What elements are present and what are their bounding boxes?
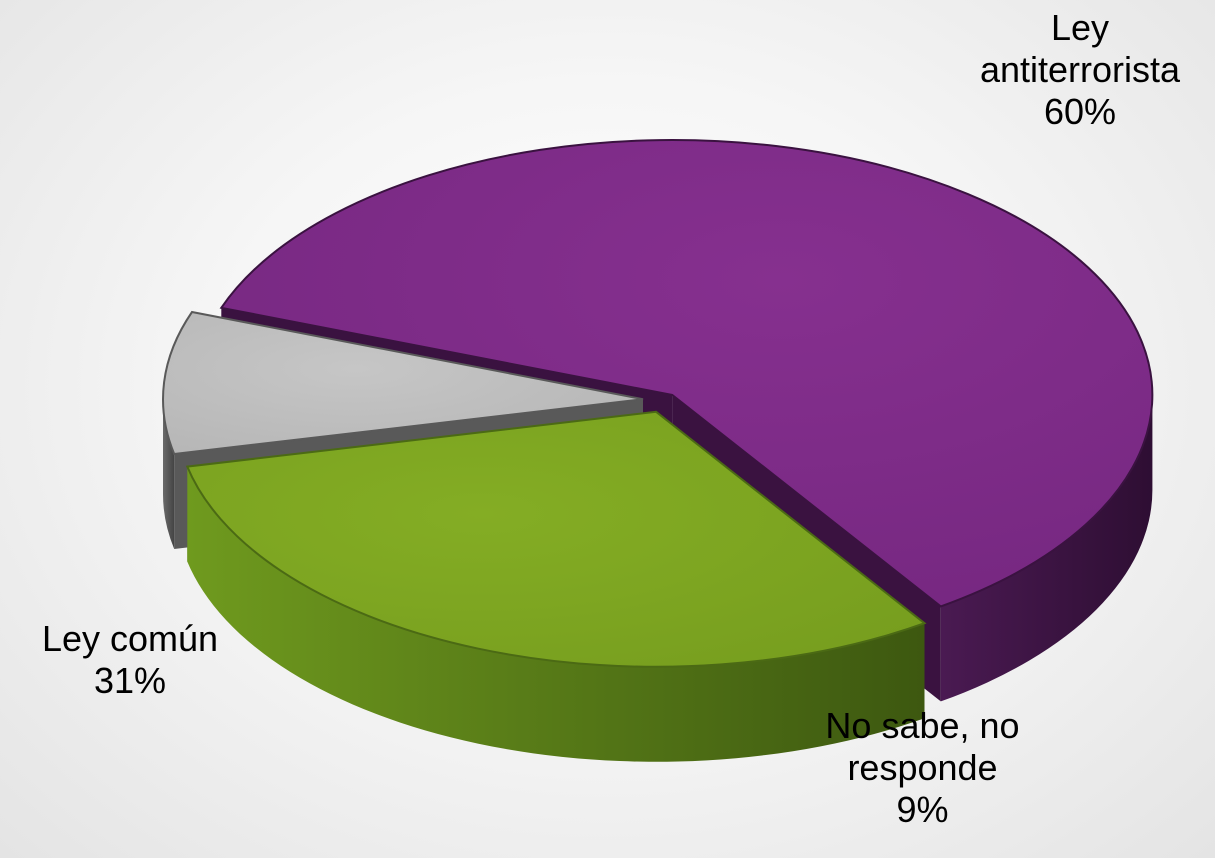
slice-label-line: Ley común [41,618,219,659]
slice-percent: 60% [1043,91,1117,132]
slice-outer-wall [940,395,1153,702]
pie-slice [219,139,1154,608]
slice-label-no-sabe: No sabe, no responde 9% [760,705,1085,831]
slice-label-line: antiterrorista [979,49,1181,90]
slice-percent: 31% [93,660,167,701]
slice-outer-wall [162,399,175,549]
slice-label-ley-comun: Ley común 31% [0,618,260,702]
slice-label-line: Ley [1050,7,1110,48]
pie-slice [162,310,644,456]
slice-percent: 9% [896,789,949,830]
slice-outer-wall [187,466,925,762]
slice-label-antiterrorista: Ley antiterrorista 60% [945,7,1215,133]
slice-label-line: responde [847,747,998,788]
slice-label-line: No sabe, no [825,705,1020,746]
pie-slice [185,410,927,668]
